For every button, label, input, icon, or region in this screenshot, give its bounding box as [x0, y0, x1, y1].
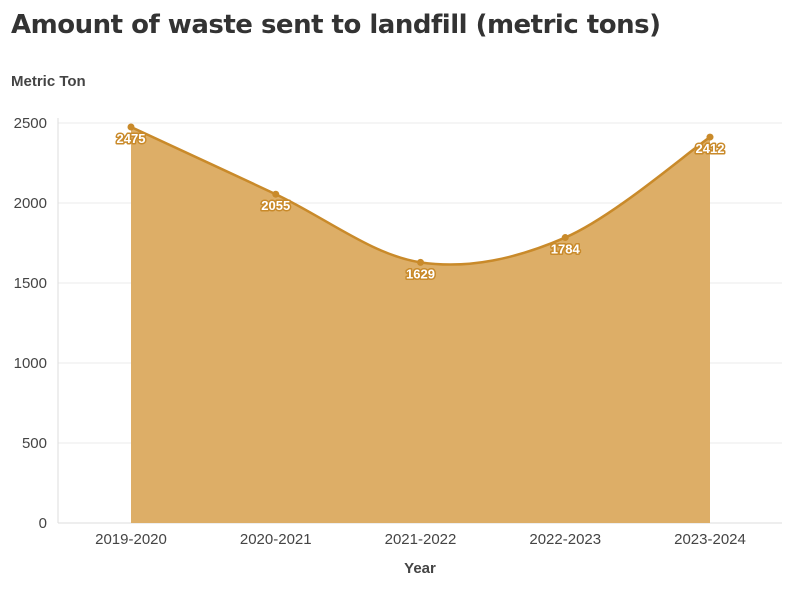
data-label: 1784	[551, 242, 581, 257]
y-axis-title: Metric Ton	[11, 73, 86, 90]
data-labels: 2475 2055 1629 1784 2412	[115, 130, 726, 283]
data-point	[706, 133, 714, 141]
y-tick-label: 1500	[14, 275, 47, 292]
x-tick-label: 2022-2023	[529, 531, 601, 548]
data-points	[127, 123, 714, 266]
data-label: 2055	[261, 198, 290, 213]
data-point	[127, 123, 135, 131]
y-tick-label: 0	[39, 515, 47, 532]
x-axis-title: Year	[404, 560, 436, 577]
data-label: 2475	[117, 131, 146, 146]
x-tick-label: 2023-2024	[674, 531, 746, 548]
chart-title: Amount of waste sent to landfill (metric…	[11, 10, 661, 40]
data-point	[417, 258, 424, 266]
data-label: 1629	[406, 266, 435, 281]
y-tick-labels: 0 500 1000 1500 2000 2500	[14, 115, 47, 532]
x-tick-label: 2021-2022	[385, 531, 457, 548]
x-tick-label: 2020-2021	[240, 531, 312, 548]
data-point	[272, 190, 280, 198]
x-tick-label: 2019-2020	[95, 531, 167, 548]
y-tick-label: 500	[22, 435, 47, 452]
data-point	[561, 234, 569, 242]
x-tick-labels: 2019-2020 2020-2021 2021-2022 2022-2023 2023…	[95, 531, 746, 548]
y-tick-label: 2000	[14, 195, 47, 212]
y-tick-label: 2500	[14, 115, 47, 132]
area-fill	[131, 127, 710, 523]
y-tick-label: 1000	[14, 355, 47, 372]
data-label: 2412	[696, 141, 725, 156]
